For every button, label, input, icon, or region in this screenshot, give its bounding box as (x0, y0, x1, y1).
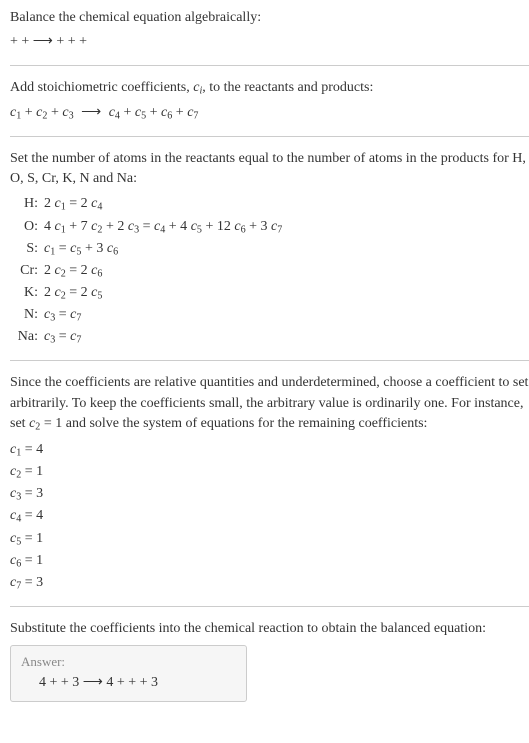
eq-text: + 4 (165, 219, 190, 234)
h-s2: 4 (97, 202, 102, 213)
answer-equation: 4 + + 3 ⟶ 4 + + + 3 (21, 674, 236, 691)
plus-5: + (176, 105, 187, 120)
eq-body-o: 4 c1 + 7 c2 + 2 c3 = c4 + 4 c5 + 12 c6 +… (44, 216, 282, 238)
separator-3 (10, 360, 529, 361)
add-text-2: , to the reactants and products: (202, 80, 373, 95)
eq-row-o: O: 4 c1 + 7 c2 + 2 c3 = c4 + 4 c5 + 12 c… (10, 216, 529, 238)
plus-2: + (51, 105, 62, 120)
eq-row-h: H: 2 c1 = 2 c4 (10, 193, 529, 215)
h-l1: 2 (44, 196, 55, 211)
eq-text: + 2 (102, 219, 127, 234)
eq-row-k: K: 2 c2 = 2 c5 (10, 282, 529, 304)
coef-eq-3: = 3 (21, 486, 43, 501)
eq-label-cr: Cr: (10, 260, 44, 282)
eq-row-na: Na: c3 = c7 (10, 326, 529, 348)
c6-s: 6 (167, 110, 172, 121)
coef-row-4: c4 = 4 (10, 505, 529, 527)
plus-3: + (123, 105, 134, 120)
answer-title: Answer: (21, 654, 236, 670)
c7-s: 7 (193, 110, 198, 121)
eq-sub: 7 (76, 335, 81, 346)
subst-line: Substitute the coefficients into the che… (10, 619, 529, 639)
eq-text: = 2 (66, 263, 91, 278)
eq-row-n: N: c3 = c7 (10, 304, 529, 326)
eq-text: = (55, 329, 70, 344)
eq-row-cr: Cr: 2 c2 = 2 c6 (10, 260, 529, 282)
set-atoms-line: Set the number of atoms in the reactants… (10, 149, 529, 190)
eq-sub: 7 (277, 224, 282, 235)
coef-row-7: c7 = 3 (10, 572, 529, 594)
separator-2 (10, 136, 529, 137)
coef-row-3: c3 = 3 (10, 483, 529, 505)
stoich-equation: c1 + c2 + c3 ⟶ c4 + c5 + c6 + c7 (10, 103, 529, 124)
c5-s: 5 (141, 110, 146, 121)
coef-row-5: c5 = 1 (10, 528, 529, 550)
coef-eq-4: = 4 (21, 508, 43, 523)
arrow: ⟶ (77, 105, 109, 120)
add-text-1: Add stoichiometric coefficients, (10, 80, 193, 95)
c1-s: 1 (16, 110, 21, 121)
plus-4: + (150, 105, 161, 120)
eq-text: = 2 (66, 285, 91, 300)
coef-eq-2: = 1 (21, 464, 43, 479)
eq-label-na: Na: (10, 326, 44, 348)
eq-text: = (55, 241, 70, 256)
eq-body-s: c1 = c5 + 3 c6 (44, 238, 118, 260)
eq-body-k: 2 c2 = 2 c5 (44, 282, 102, 304)
eq-text: 2 (44, 263, 55, 278)
coef-row-6: c6 = 1 (10, 550, 529, 572)
separator-4 (10, 606, 529, 607)
eq-label-h: H: (10, 193, 44, 215)
eq-body-cr: 2 c2 = 2 c6 (44, 260, 102, 282)
eq-text: 2 (44, 285, 55, 300)
h-mid: = 2 (66, 196, 91, 211)
eq-label-o: O: (10, 216, 44, 238)
separator-1 (10, 65, 529, 66)
eq-label-s: S: (10, 238, 44, 260)
eq-sub: 6 (113, 246, 118, 257)
intro-equation: + + ⟶ + + + (10, 32, 529, 52)
eq-label-n: N: (10, 304, 44, 326)
eq-text: = (55, 307, 70, 322)
since-text-2: = 1 and solve the system of equations fo… (40, 416, 427, 431)
eq-row-s: S: c1 = c5 + 3 c6 (10, 238, 529, 260)
eq-sub: 6 (97, 268, 102, 279)
eq-body-h: 2 c1 = 2 c4 (44, 193, 102, 215)
c4-s: 4 (115, 110, 120, 121)
eq-text: 4 (44, 219, 55, 234)
eq-text: + 3 (246, 219, 271, 234)
eq-body-na: c3 = c7 (44, 326, 81, 348)
eq-label-k: K: (10, 282, 44, 304)
eq-text: = (139, 219, 154, 234)
intro-line: Balance the chemical equation algebraica… (10, 8, 529, 28)
c2-s: 2 (42, 110, 47, 121)
c3-s: 3 (69, 110, 74, 121)
eq-text: + 3 (81, 241, 106, 256)
eq-text: + 12 (202, 219, 234, 234)
add-stoich-line: Add stoichiometric coefficients, ci, to … (10, 78, 529, 99)
answer-box: Answer: 4 + + 3 ⟶ 4 + + + 3 (10, 645, 247, 702)
eq-text: + 7 (66, 219, 91, 234)
atom-equations: H: 2 c1 = 2 c4 O: 4 c1 + 7 c2 + 2 c3 = c… (10, 193, 529, 348)
coef-eq-7: = 3 (21, 575, 43, 590)
eq-sub: 5 (97, 290, 102, 301)
eq-body-n: c3 = c7 (44, 304, 81, 326)
coef-row-1: c1 = 4 (10, 439, 529, 461)
eq-sub: 7 (76, 313, 81, 324)
plus-1: + (25, 105, 36, 120)
coef-eq-6: = 1 (21, 553, 43, 568)
coef-eq-5: = 1 (21, 531, 43, 546)
coef-row-2: c2 = 1 (10, 461, 529, 483)
coef-eq-1: = 4 (21, 442, 43, 457)
coef-list: c1 = 4 c2 = 1 c3 = 3 c4 = 4 c5 = 1 c6 = … (10, 439, 529, 594)
since-line: Since the coefficients are relative quan… (10, 373, 529, 435)
